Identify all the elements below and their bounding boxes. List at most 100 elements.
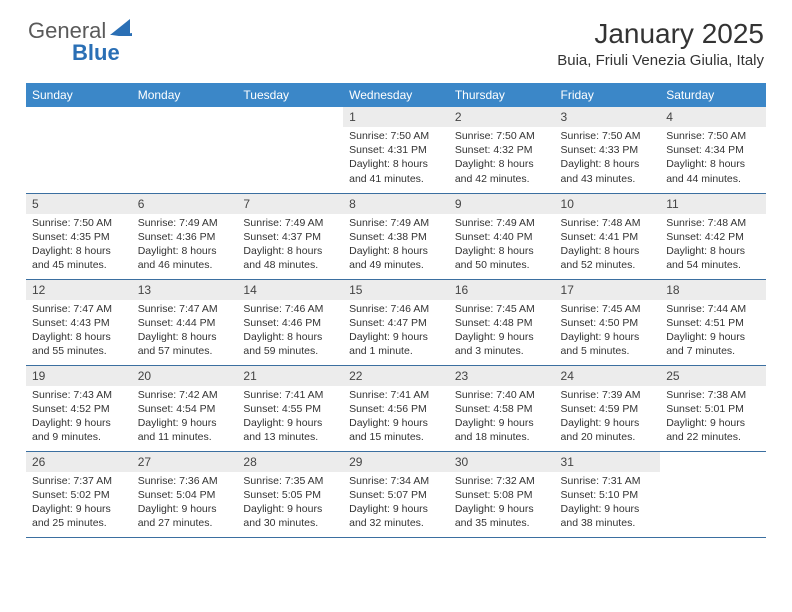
day-details: Sunrise: 7:32 AMSunset: 5:08 PMDaylight:… [449, 472, 555, 535]
calendar-cell: 8Sunrise: 7:49 AMSunset: 4:38 PMDaylight… [343, 193, 449, 279]
calendar-cell-empty [660, 451, 766, 537]
weekday-header: Friday [555, 83, 661, 107]
day-details: Sunrise: 7:50 AMSunset: 4:32 PMDaylight:… [449, 127, 555, 190]
weekday-header-row: SundayMondayTuesdayWednesdayThursdayFrid… [26, 83, 766, 107]
calendar-row: 1Sunrise: 7:50 AMSunset: 4:31 PMDaylight… [26, 107, 766, 193]
day-details: Sunrise: 7:46 AMSunset: 4:46 PMDaylight:… [237, 300, 343, 363]
day-details: Sunrise: 7:45 AMSunset: 4:50 PMDaylight:… [555, 300, 661, 363]
calendar-row: 5Sunrise: 7:50 AMSunset: 4:35 PMDaylight… [26, 193, 766, 279]
calendar-cell: 30Sunrise: 7:32 AMSunset: 5:08 PMDayligh… [449, 451, 555, 537]
calendar-cell-empty [26, 107, 132, 193]
calendar-cell: 18Sunrise: 7:44 AMSunset: 4:51 PMDayligh… [660, 279, 766, 365]
day-details: Sunrise: 7:34 AMSunset: 5:07 PMDaylight:… [343, 472, 449, 535]
calendar-cell: 21Sunrise: 7:41 AMSunset: 4:55 PMDayligh… [237, 365, 343, 451]
day-number: 31 [555, 452, 661, 472]
day-number: 3 [555, 107, 661, 127]
calendar-cell: 24Sunrise: 7:39 AMSunset: 4:59 PMDayligh… [555, 365, 661, 451]
day-details: Sunrise: 7:48 AMSunset: 4:42 PMDaylight:… [660, 214, 766, 277]
day-number: 26 [26, 452, 132, 472]
day-number: 11 [660, 194, 766, 214]
day-number: 16 [449, 280, 555, 300]
day-number: 7 [237, 194, 343, 214]
weekday-header: Wednesday [343, 83, 449, 107]
calendar-cell: 22Sunrise: 7:41 AMSunset: 4:56 PMDayligh… [343, 365, 449, 451]
calendar-cell: 6Sunrise: 7:49 AMSunset: 4:36 PMDaylight… [132, 193, 238, 279]
day-number: 4 [660, 107, 766, 127]
day-number: 19 [26, 366, 132, 386]
day-number: 15 [343, 280, 449, 300]
day-number: 5 [26, 194, 132, 214]
day-details: Sunrise: 7:41 AMSunset: 4:56 PMDaylight:… [343, 386, 449, 449]
calendar-cell: 2Sunrise: 7:50 AMSunset: 4:32 PMDaylight… [449, 107, 555, 193]
weekday-header: Monday [132, 83, 238, 107]
day-details: Sunrise: 7:49 AMSunset: 4:38 PMDaylight:… [343, 214, 449, 277]
day-details: Sunrise: 7:43 AMSunset: 4:52 PMDaylight:… [26, 386, 132, 449]
calendar-cell: 12Sunrise: 7:47 AMSunset: 4:43 PMDayligh… [26, 279, 132, 365]
day-details: Sunrise: 7:36 AMSunset: 5:04 PMDaylight:… [132, 472, 238, 535]
day-number: 18 [660, 280, 766, 300]
calendar-cell-empty [132, 107, 238, 193]
title-block: January 2025 Buia, Friuli Venezia Giulia… [557, 18, 764, 69]
calendar-cell: 28Sunrise: 7:35 AMSunset: 5:05 PMDayligh… [237, 451, 343, 537]
day-number: 23 [449, 366, 555, 386]
day-details: Sunrise: 7:50 AMSunset: 4:35 PMDaylight:… [26, 214, 132, 277]
day-number: 20 [132, 366, 238, 386]
day-details: Sunrise: 7:38 AMSunset: 5:01 PMDaylight:… [660, 386, 766, 449]
logo-sail-icon [110, 19, 134, 37]
day-details: Sunrise: 7:50 AMSunset: 4:34 PMDaylight:… [660, 127, 766, 190]
logo: General Blue [28, 18, 136, 44]
day-number: 12 [26, 280, 132, 300]
day-number: 29 [343, 452, 449, 472]
day-details: Sunrise: 7:41 AMSunset: 4:55 PMDaylight:… [237, 386, 343, 449]
calendar-cell: 17Sunrise: 7:45 AMSunset: 4:50 PMDayligh… [555, 279, 661, 365]
day-details: Sunrise: 7:44 AMSunset: 4:51 PMDaylight:… [660, 300, 766, 363]
calendar-row: 26Sunrise: 7:37 AMSunset: 5:02 PMDayligh… [26, 451, 766, 537]
calendar-row: 12Sunrise: 7:47 AMSunset: 4:43 PMDayligh… [26, 279, 766, 365]
calendar-cell: 5Sunrise: 7:50 AMSunset: 4:35 PMDaylight… [26, 193, 132, 279]
day-details: Sunrise: 7:47 AMSunset: 4:44 PMDaylight:… [132, 300, 238, 363]
calendar-cell: 26Sunrise: 7:37 AMSunset: 5:02 PMDayligh… [26, 451, 132, 537]
calendar-cell: 29Sunrise: 7:34 AMSunset: 5:07 PMDayligh… [343, 451, 449, 537]
weekday-header: Sunday [26, 83, 132, 107]
day-number: 17 [555, 280, 661, 300]
calendar-row: 19Sunrise: 7:43 AMSunset: 4:52 PMDayligh… [26, 365, 766, 451]
day-details: Sunrise: 7:48 AMSunset: 4:41 PMDaylight:… [555, 214, 661, 277]
calendar-cell-empty [237, 107, 343, 193]
weekday-header: Tuesday [237, 83, 343, 107]
weekday-header: Thursday [449, 83, 555, 107]
day-number: 28 [237, 452, 343, 472]
day-number: 22 [343, 366, 449, 386]
day-details: Sunrise: 7:45 AMSunset: 4:48 PMDaylight:… [449, 300, 555, 363]
day-number: 1 [343, 107, 449, 127]
day-details: Sunrise: 7:46 AMSunset: 4:47 PMDaylight:… [343, 300, 449, 363]
calendar-cell: 31Sunrise: 7:31 AMSunset: 5:10 PMDayligh… [555, 451, 661, 537]
day-details: Sunrise: 7:50 AMSunset: 4:31 PMDaylight:… [343, 127, 449, 190]
day-details: Sunrise: 7:50 AMSunset: 4:33 PMDaylight:… [555, 127, 661, 190]
day-number: 21 [237, 366, 343, 386]
calendar-cell: 1Sunrise: 7:50 AMSunset: 4:31 PMDaylight… [343, 107, 449, 193]
day-details: Sunrise: 7:40 AMSunset: 4:58 PMDaylight:… [449, 386, 555, 449]
day-details: Sunrise: 7:39 AMSunset: 4:59 PMDaylight:… [555, 386, 661, 449]
day-number: 6 [132, 194, 238, 214]
calendar-body: 1Sunrise: 7:50 AMSunset: 4:31 PMDaylight… [26, 107, 766, 537]
calendar-cell: 20Sunrise: 7:42 AMSunset: 4:54 PMDayligh… [132, 365, 238, 451]
calendar-cell: 25Sunrise: 7:38 AMSunset: 5:01 PMDayligh… [660, 365, 766, 451]
day-details: Sunrise: 7:31 AMSunset: 5:10 PMDaylight:… [555, 472, 661, 535]
day-details: Sunrise: 7:35 AMSunset: 5:05 PMDaylight:… [237, 472, 343, 535]
calendar-cell: 13Sunrise: 7:47 AMSunset: 4:44 PMDayligh… [132, 279, 238, 365]
day-details: Sunrise: 7:42 AMSunset: 4:54 PMDaylight:… [132, 386, 238, 449]
logo-text-blue: Blue [72, 40, 120, 66]
calendar-cell: 23Sunrise: 7:40 AMSunset: 4:58 PMDayligh… [449, 365, 555, 451]
location-subtitle: Buia, Friuli Venezia Giulia, Italy [557, 52, 764, 69]
page-title: January 2025 [557, 18, 764, 50]
day-details: Sunrise: 7:37 AMSunset: 5:02 PMDaylight:… [26, 472, 132, 535]
day-number: 10 [555, 194, 661, 214]
day-details: Sunrise: 7:47 AMSunset: 4:43 PMDaylight:… [26, 300, 132, 363]
calendar-cell: 7Sunrise: 7:49 AMSunset: 4:37 PMDaylight… [237, 193, 343, 279]
calendar-cell: 15Sunrise: 7:46 AMSunset: 4:47 PMDayligh… [343, 279, 449, 365]
calendar-cell: 9Sunrise: 7:49 AMSunset: 4:40 PMDaylight… [449, 193, 555, 279]
calendar-cell: 27Sunrise: 7:36 AMSunset: 5:04 PMDayligh… [132, 451, 238, 537]
calendar-cell: 11Sunrise: 7:48 AMSunset: 4:42 PMDayligh… [660, 193, 766, 279]
header: General Blue January 2025 Buia, Friuli V… [0, 0, 792, 77]
weekday-header: Saturday [660, 83, 766, 107]
